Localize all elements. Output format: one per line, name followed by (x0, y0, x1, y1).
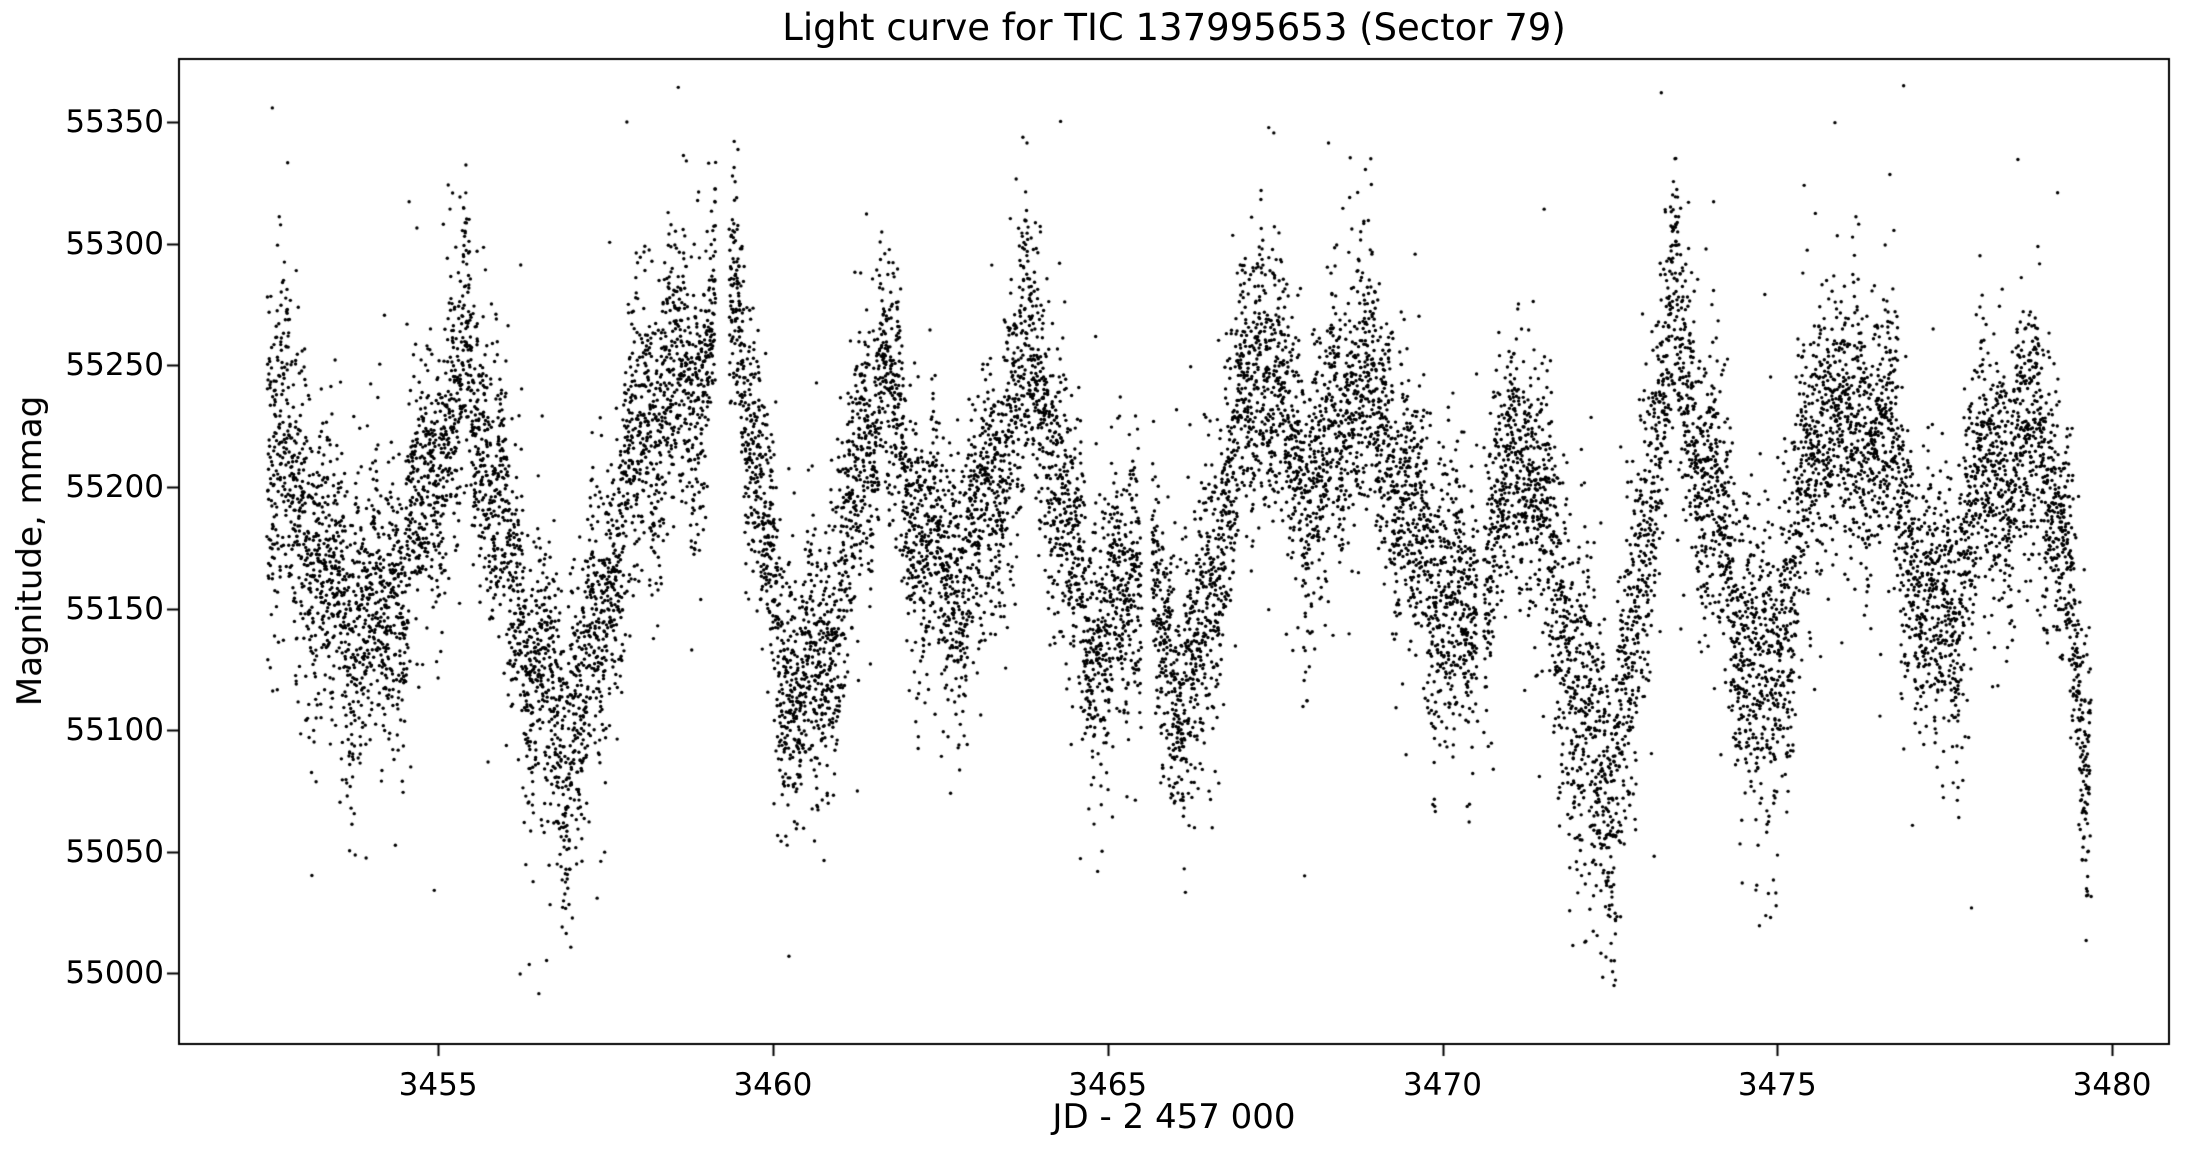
y-tick-label: 55100 (65, 712, 164, 749)
x-tick-label: 3460 (733, 1067, 813, 1103)
y-axis-label: Magnitude, mmag (10, 395, 50, 707)
plot-title: Light curve for TIC 137995653 (Sector 79… (782, 6, 1566, 49)
y-tick-label: 55000 (65, 955, 164, 992)
y-tick-label: 55200 (65, 469, 164, 506)
x-tick-label: 3475 (1737, 1067, 1817, 1103)
x-tick-label: 3465 (1068, 1067, 1148, 1103)
y-tick-label: 55250 (65, 347, 164, 384)
y-tick-label: 55050 (65, 833, 164, 870)
y-tick-label: 55150 (65, 590, 164, 627)
y-tick-label: 55300 (65, 225, 164, 262)
y-tick-label: 55350 (65, 104, 164, 141)
x-tick-label: 3455 (398, 1067, 478, 1103)
x-tick-label: 3470 (1403, 1067, 1482, 1103)
x-tick-label: 3480 (2072, 1067, 2152, 1103)
x-axis-label: JD - 2 457 000 (1052, 1097, 1296, 1137)
